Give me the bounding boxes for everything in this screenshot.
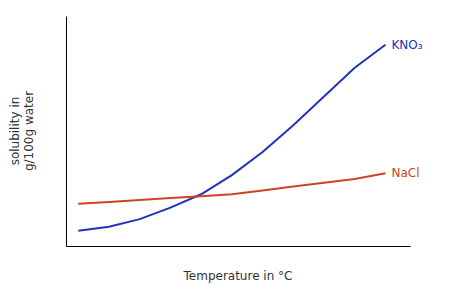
series-label: KNO₃	[391, 38, 422, 52]
x-axis-title: Temperature in °C	[183, 269, 293, 283]
lines	[78, 45, 385, 231]
line	[78, 173, 385, 204]
y-axis	[66, 17, 67, 247]
plot: KNO₃ NaCl	[67, 17, 423, 247]
chart: KNO₃ NaCl Temperature in °C solubility ing/…	[0, 0, 474, 292]
series-label: NaCl	[391, 166, 419, 180]
series-labels: KNO₃ NaCl	[391, 38, 422, 180]
y-axis-title-line: g/100g water	[22, 91, 36, 171]
y-axis-title: solubility ing/100g water	[8, 91, 36, 171]
x-axis	[67, 246, 411, 247]
axis-line	[67, 246, 411, 247]
line	[78, 45, 385, 231]
y-axis-title-line: solubility in	[8, 97, 22, 166]
axis-line	[66, 17, 67, 247]
